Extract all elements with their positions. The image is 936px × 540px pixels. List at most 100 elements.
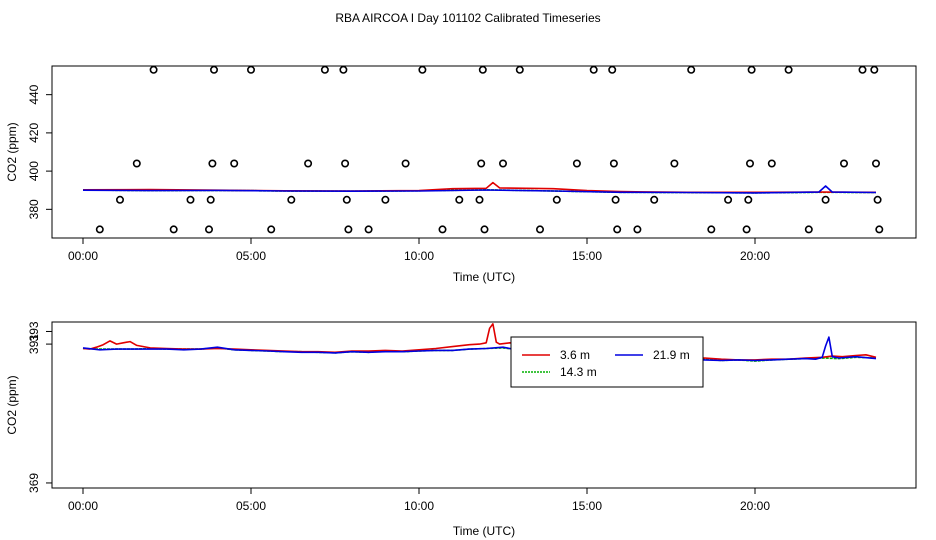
bottom-plot-frame [51, 321, 917, 489]
calibration-point [364, 225, 373, 234]
x-tick-label: 15:00 [572, 249, 602, 263]
figure-title: RBA AIRCOA I Day 101102 Calibrated Times… [335, 11, 600, 25]
calibration-point [344, 225, 353, 234]
calibration-point [455, 195, 464, 204]
calibration-point [589, 65, 598, 74]
calibration-point [342, 195, 351, 204]
calibration-point [418, 65, 427, 74]
calibration-point [608, 65, 617, 74]
calibration-point [742, 225, 751, 234]
calibration-point [724, 195, 733, 204]
calibration-point [613, 225, 622, 234]
calibration-point [611, 195, 620, 204]
calibration-point [839, 159, 848, 168]
calibration-point [169, 225, 178, 234]
calibration-point [871, 159, 880, 168]
calibration-point [745, 159, 754, 168]
calibration-point [267, 225, 276, 234]
calibration-point [247, 65, 256, 74]
legend-box [510, 336, 704, 388]
calibration-point [784, 65, 793, 74]
top-panel: 00:00 05:00 10:00 15:00 20:00 380 400 420 440 Ti… [5, 65, 917, 284]
x-tick-label: 20:00 [740, 499, 770, 513]
x-tick-label: 15:00 [572, 499, 602, 513]
calibration-point [870, 65, 879, 74]
calibration-point [858, 65, 867, 74]
y-tick-label: 400 [27, 161, 41, 181]
calibration-point [206, 195, 215, 204]
calibration-point [609, 159, 618, 168]
calibration-point [670, 159, 679, 168]
calibration-point [381, 195, 390, 204]
calibration-point [873, 195, 882, 204]
bottom-y-axis-title: CO2 (ppm) [5, 375, 19, 434]
calibration-point [230, 159, 239, 168]
calibration-point [95, 225, 104, 234]
calibration-point [208, 159, 217, 168]
x-tick-label: 05:00 [236, 249, 266, 263]
y-tick-label: 420 [27, 123, 41, 143]
legend-label-14-3m: 14.3 m [560, 365, 597, 379]
calibration-point [875, 225, 884, 234]
calibration-point [149, 65, 158, 74]
y-tick-label: 440 [27, 84, 41, 104]
x-tick-label: 10:00 [404, 499, 434, 513]
calibration-point [210, 65, 219, 74]
calibration-point [687, 65, 696, 74]
calibration-point [304, 159, 313, 168]
calibration-point [707, 225, 716, 234]
series-line-21-9-m [82, 336, 877, 362]
calibration-point [744, 195, 753, 204]
legend: 3.6 m 14.3 m 21.9 m [510, 336, 704, 388]
top-y-axis-title: CO2 (ppm) [5, 122, 19, 181]
y-tick-label: 393 [27, 321, 41, 341]
legend-label-3-6m: 3.6 m [560, 348, 590, 362]
calibration-point [552, 195, 561, 204]
calibration-point [633, 225, 642, 234]
calibration-point [650, 195, 659, 204]
calibration-point [804, 225, 813, 234]
x-tick-label: 00:00 [68, 499, 98, 513]
top-calibration-points [95, 65, 884, 234]
legend-label-21-9m: 21.9 m [653, 348, 690, 362]
x-tick-label: 10:00 [404, 249, 434, 263]
calibration-point [401, 159, 410, 168]
calibration-point [480, 225, 489, 234]
y-tick-label: 369 [27, 473, 41, 493]
x-tick-label: 20:00 [740, 249, 770, 263]
top-plot-frame [51, 65, 917, 239]
top-x-axis-title: Time (UTC) [453, 270, 515, 284]
calibration-point [341, 159, 350, 168]
y-tick-label: 391 [27, 334, 41, 354]
calibration-point [116, 195, 125, 204]
calibration-point [339, 65, 348, 74]
calibration-point [767, 159, 776, 168]
top-axis-ticks: 00:00 05:00 10:00 15:00 20:00 380 400 420 440 [27, 84, 770, 263]
calibration-point [320, 65, 329, 74]
calibration-point [475, 195, 484, 204]
calibration-point [287, 195, 296, 204]
calibration-point [572, 159, 581, 168]
calibration-point [132, 159, 141, 168]
bottom-series [82, 323, 877, 362]
calibration-point [747, 65, 756, 74]
calibration-point [498, 159, 507, 168]
top-series [82, 181, 877, 194]
calibration-point [205, 225, 214, 234]
calibration-point [438, 225, 447, 234]
calibration-point [535, 225, 544, 234]
y-tick-label: 380 [27, 199, 41, 219]
calibration-point [515, 65, 524, 74]
series-line-3-6-m [82, 323, 877, 361]
calibration-point [478, 65, 487, 74]
calibration-point [186, 195, 195, 204]
series-line-21-9-m [82, 185, 877, 194]
x-tick-label: 00:00 [68, 249, 98, 263]
calibration-point [821, 195, 830, 204]
x-tick-label: 05:00 [236, 499, 266, 513]
calibration-point [477, 159, 486, 168]
bottom-x-axis-title: Time (UTC) [453, 524, 515, 538]
